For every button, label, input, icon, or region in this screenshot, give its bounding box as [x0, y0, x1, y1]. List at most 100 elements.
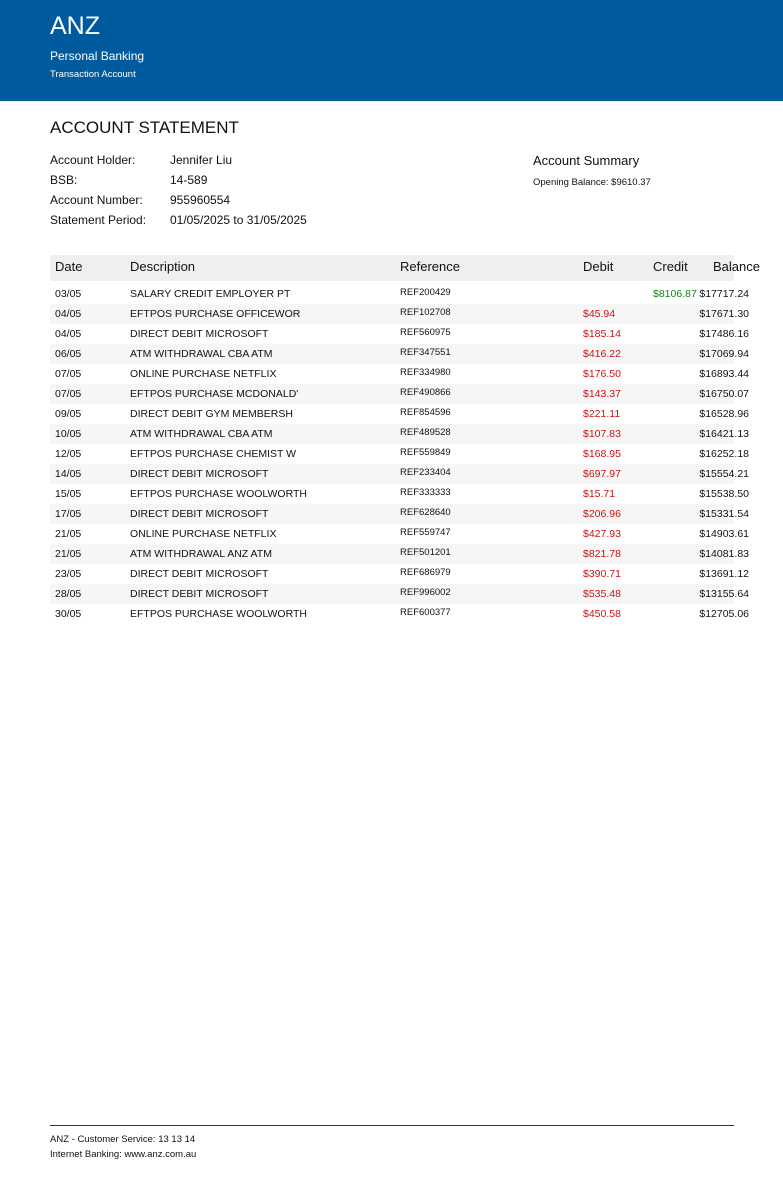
cell-reference: REF560975 — [400, 327, 451, 338]
cell-description: ATM WITHDRAWAL CBA ATM — [130, 428, 273, 440]
table-row: 04/05 EFTPOS PURCHASE OFFICEWOR REF102708 $… — [50, 304, 749, 324]
cell-balance: $12705.06 — [699, 608, 749, 620]
table-row: 03/05 SALARY CREDIT EMPLOYER PT REF200429 $… — [50, 284, 749, 304]
table-row: 21/05 ATM WITHDRAWAL ANZ ATM REF501201 $821… — [50, 544, 749, 564]
cell-date: 21/05 — [55, 528, 82, 540]
cell-date: 06/05 — [55, 348, 82, 360]
cell-debit: $390.71 — [583, 568, 621, 580]
cell-balance: $16750.07 — [699, 388, 749, 400]
table-row: 23/05 DIRECT DEBIT MICROSOFT REF686979 $390… — [50, 564, 749, 584]
cell-reference: REF600377 — [400, 607, 451, 618]
bank-division: Personal Banking — [50, 49, 145, 63]
cell-debit: $221.11 — [583, 408, 621, 420]
cell-description: EFTPOS PURCHASE WOOLWORTH — [130, 488, 307, 500]
account-summary: Account Summary Opening Balance: $9610.3… — [533, 152, 773, 189]
cell-balance: $17486.16 — [699, 328, 749, 340]
cell-balance: $15554.21 — [699, 468, 749, 480]
cell-description: DIRECT DEBIT MICROSOFT — [130, 468, 269, 480]
footer-internet-banking: Internet Banking: www.anz.com.au — [50, 1149, 197, 1160]
cell-description: DIRECT DEBIT GYM MEMBERSH — [130, 408, 293, 420]
cell-date: 30/05 — [55, 608, 82, 620]
col-header-date: Date — [55, 259, 83, 274]
cell-date: 10/05 — [55, 428, 82, 440]
bsb-label: BSB: — [50, 173, 78, 187]
table-row: 17/05 DIRECT DEBIT MICROSOFT REF628640 $206… — [50, 504, 749, 524]
cell-date: 28/05 — [55, 588, 82, 600]
cell-reference: REF102708 — [400, 307, 451, 318]
table-row: 30/05 EFTPOS PURCHASE WOOLWORTH REF600377 $… — [50, 604, 749, 624]
cell-debit: $535.48 — [583, 588, 621, 600]
cell-balance: $16893.44 — [699, 368, 749, 380]
cell-balance: $15538.50 — [699, 488, 749, 500]
cell-description: EFTPOS PURCHASE OFFICEWOR — [130, 308, 301, 320]
footer-customer-service: ANZ - Customer Service: 13 13 14 — [50, 1134, 196, 1145]
table-row: 04/05 DIRECT DEBIT MICROSOFT REF560975 $185… — [50, 324, 749, 344]
cell-description: EFTPOS PURCHASE MCDONALD' — [130, 388, 299, 400]
cell-balance: $13691.12 — [699, 568, 749, 580]
bsb-value: 14-589 — [170, 173, 208, 187]
statement-header: ANZ Personal Banking Transaction Account — [0, 0, 783, 101]
cell-date: 17/05 — [55, 508, 82, 520]
page-title: ACCOUNT STATEMENT — [50, 118, 239, 137]
cell-reference: REF996002 — [400, 587, 451, 598]
cell-date: 09/05 — [55, 408, 82, 420]
table-row: 10/05 ATM WITHDRAWAL CBA ATM REF489528 $107… — [50, 424, 749, 444]
cell-description: SALARY CREDIT EMPLOYER PT — [130, 288, 291, 300]
cell-balance: $16252.18 — [699, 448, 749, 460]
account-holder-row: Account Holder: Jennifer Liu — [50, 152, 470, 172]
table-body: 03/05 SALARY CREDIT EMPLOYER PT REF200429 $… — [50, 284, 749, 624]
statement-period-row: Statement Period: 01/05/2025 to 31/05/20… — [50, 212, 470, 232]
cell-debit: $176.50 — [583, 368, 621, 380]
cell-debit: $821.78 — [583, 548, 621, 560]
cell-description: ONLINE PURCHASE NETFLIX — [130, 368, 277, 380]
account-holder-value: Jennifer Liu — [170, 153, 233, 167]
col-header-reference: Reference — [400, 259, 460, 274]
cell-date: 21/05 — [55, 548, 82, 560]
table-row: 21/05 ONLINE PURCHASE NETFLIX REF559747 $42… — [50, 524, 749, 544]
footer-divider — [50, 1125, 734, 1126]
cell-debit: $427.93 — [583, 528, 621, 540]
cell-description: ATM WITHDRAWAL ANZ ATM — [130, 548, 272, 560]
cell-debit: $450.58 — [583, 608, 621, 620]
bsb-row: BSB: 14-589 — [50, 172, 470, 192]
cell-description: DIRECT DEBIT MICROSOFT — [130, 588, 269, 600]
cell-balance: $16421.13 — [699, 428, 749, 440]
statement-period-value: 01/05/2025 to 31/05/2025 — [170, 213, 307, 227]
table-row: 09/05 DIRECT DEBIT GYM MEMBERSH REF854596 $… — [50, 404, 749, 424]
col-header-balance: Balance — [713, 259, 760, 274]
cell-reference: REF628640 — [400, 507, 451, 518]
cell-date: 15/05 — [55, 488, 82, 500]
cell-reference: REF501201 — [400, 547, 451, 558]
cell-debit: $168.95 — [583, 448, 621, 460]
table-row: 12/05 EFTPOS PURCHASE CHEMIST W REF559849 $… — [50, 444, 749, 464]
cell-reference: REF490866 — [400, 387, 451, 398]
table-row: 07/05 EFTPOS PURCHASE MCDONALD' REF490866 $… — [50, 384, 749, 404]
cell-debit: $185.14 — [583, 328, 621, 340]
cell-debit: $697.97 — [583, 468, 621, 480]
transactions-table: Date Description Reference Debit Credit … — [50, 255, 760, 624]
cell-balance: $17069.94 — [699, 348, 749, 360]
cell-reference: REF200429 — [400, 287, 451, 298]
cell-date: 12/05 — [55, 448, 82, 460]
cell-debit: $416.22 — [583, 348, 621, 360]
table-header-row: Date Description Reference Debit Credit … — [50, 255, 760, 281]
cell-description: ATM WITHDRAWAL CBA ATM — [130, 348, 273, 360]
cell-credit: $8106.87 — [653, 288, 697, 300]
cell-balance: $15331.54 — [699, 508, 749, 520]
cell-reference: REF489528 — [400, 427, 451, 438]
cell-reference: REF347551 — [400, 347, 451, 358]
account-holder-label: Account Holder: — [50, 153, 136, 167]
account-details: Account Holder: Jennifer Liu BSB: 14-589… — [50, 152, 470, 232]
col-header-description: Description — [130, 259, 196, 274]
cell-reference: REF854596 — [400, 407, 451, 418]
bank-brand: ANZ — [50, 12, 100, 40]
cell-balance: $16528.96 — [699, 408, 749, 420]
cell-description: EFTPOS PURCHASE CHEMIST W — [130, 448, 297, 460]
account-number-value: 955960554 — [170, 193, 231, 207]
statement-period-label: Statement Period: — [50, 213, 147, 227]
cell-reference: REF334980 — [400, 367, 451, 378]
cell-date: 07/05 — [55, 368, 82, 380]
cell-debit: $143.37 — [583, 388, 621, 400]
cell-balance: $17671.30 — [699, 308, 749, 320]
table-row: 14/05 DIRECT DEBIT MICROSOFT REF233404 $697… — [50, 464, 749, 484]
